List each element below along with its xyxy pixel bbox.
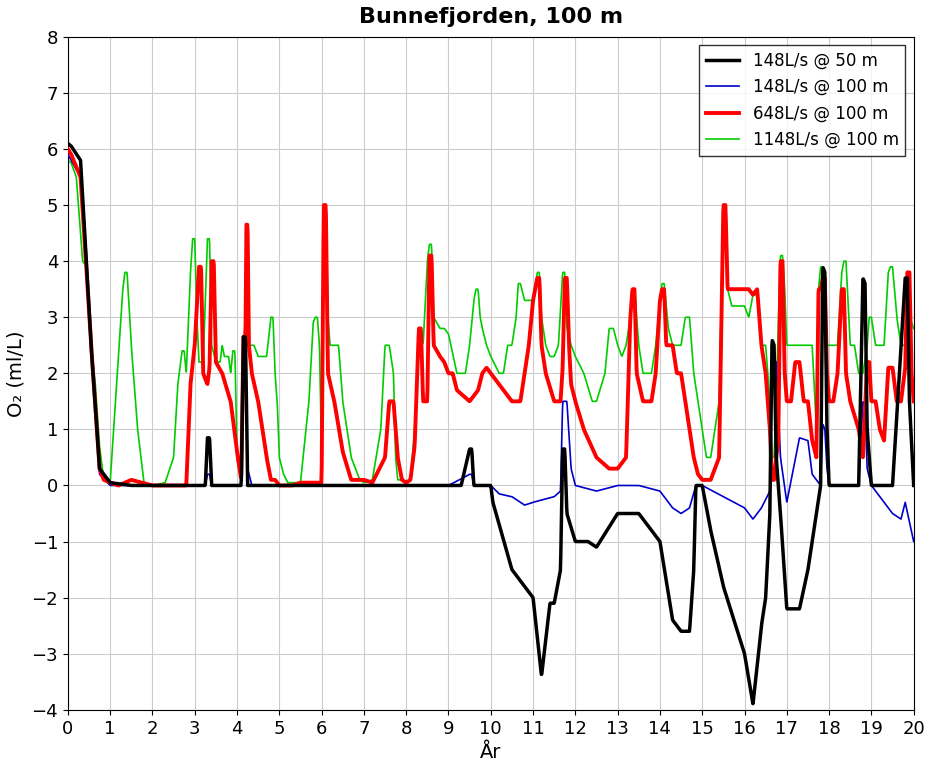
1148L/s @ 100 m	[474, 304, 486, 313]
148L/s @ 50 m	[728, 615, 739, 624]
148L/s @ 100 m	[908, 537, 919, 546]
1148L/s @ 100 m	[451, 368, 462, 378]
Legend: 148L/s @ 50 m, 148L/s @ 100 m, 648L/s @ 100 m, 1148L/s @ 100 m: 148L/s @ 50 m, 148L/s @ 100 m, 648L/s @ …	[699, 45, 905, 155]
648L/s @ 100 m	[729, 285, 740, 294]
Y-axis label: O₂ (ml/L): O₂ (ml/L)	[7, 330, 26, 417]
648L/s @ 100 m	[884, 363, 895, 372]
Line: 648L/s @ 100 m: 648L/s @ 100 m	[68, 149, 913, 485]
148L/s @ 100 m	[884, 504, 895, 514]
148L/s @ 50 m	[62, 138, 74, 148]
1148L/s @ 100 m	[62, 155, 74, 165]
148L/s @ 100 m	[105, 481, 116, 490]
Title: Bunnefjorden, 100 m: Bunnefjorden, 100 m	[359, 7, 623, 27]
648L/s @ 100 m	[147, 481, 158, 490]
1148L/s @ 100 m	[884, 265, 895, 274]
648L/s @ 100 m	[908, 397, 919, 406]
148L/s @ 50 m	[747, 699, 759, 708]
148L/s @ 50 m	[105, 478, 116, 488]
1148L/s @ 100 m	[147, 481, 158, 490]
148L/s @ 100 m	[728, 498, 739, 507]
648L/s @ 100 m	[474, 380, 486, 389]
1148L/s @ 100 m	[105, 464, 116, 474]
1148L/s @ 100 m	[908, 324, 919, 333]
648L/s @ 100 m	[451, 386, 462, 395]
148L/s @ 100 m	[451, 477, 462, 486]
148L/s @ 50 m	[884, 481, 895, 490]
148L/s @ 50 m	[884, 481, 895, 490]
1148L/s @ 100 m	[884, 265, 895, 275]
648L/s @ 100 m	[884, 363, 895, 372]
148L/s @ 50 m	[473, 481, 485, 490]
1148L/s @ 100 m	[729, 301, 740, 311]
148L/s @ 50 m	[451, 481, 462, 490]
Line: 1148L/s @ 100 m: 1148L/s @ 100 m	[68, 160, 913, 485]
648L/s @ 100 m	[105, 478, 116, 488]
Line: 148L/s @ 50 m: 148L/s @ 50 m	[68, 143, 913, 704]
X-axis label: År: År	[480, 743, 501, 762]
Line: 148L/s @ 100 m: 148L/s @ 100 m	[68, 155, 913, 541]
148L/s @ 100 m	[884, 504, 895, 513]
648L/s @ 100 m	[62, 145, 74, 154]
148L/s @ 100 m	[62, 150, 74, 159]
148L/s @ 100 m	[473, 481, 485, 490]
148L/s @ 50 m	[908, 481, 919, 490]
